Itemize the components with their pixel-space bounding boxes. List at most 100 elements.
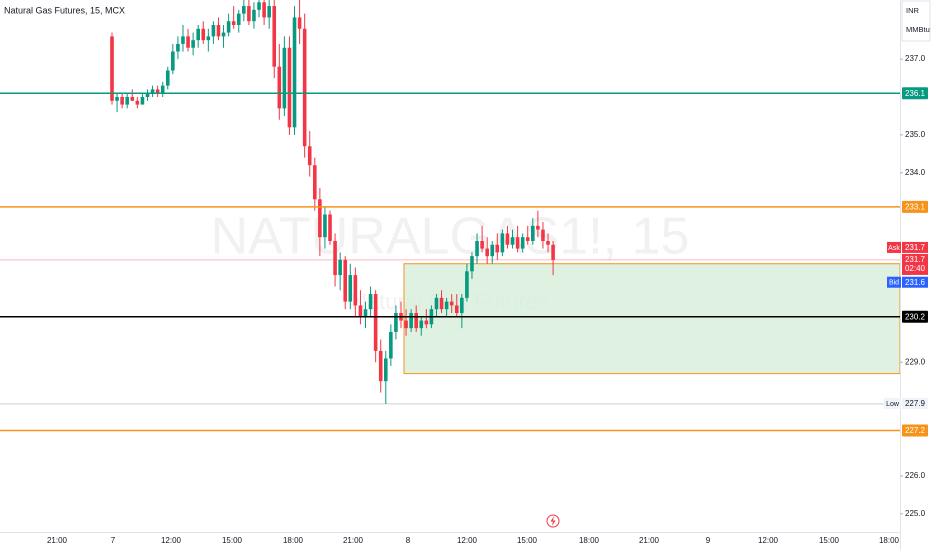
candle-body [318,199,322,238]
candle-body [297,17,302,29]
candle-body [465,271,469,298]
candle-body [181,36,185,44]
level-label-box [902,87,928,100]
candle-body [135,100,140,105]
candle-body [176,43,180,52]
y-tick-label: 229.0 [905,357,926,366]
candle-body [404,320,408,329]
candle-body [495,244,500,253]
candle-body [267,6,271,18]
candle-body [277,66,282,109]
countdown: 02:40 [905,264,926,273]
candle-body [160,85,165,94]
candle-body [231,21,236,26]
x-tick-label: 21:00 [639,536,660,545]
candle-body [211,25,216,37]
y-tick-label: 226.0 [905,471,926,480]
level-label: 233.1 [905,202,926,211]
candle-body [358,305,363,317]
zone [403,263,901,375]
candle-body [444,301,449,310]
x-tick-label: 12:00 [758,536,779,545]
watermark: NATURALGAS1!, 15 [211,208,690,266]
x-tick-label: 15:00 [819,536,840,545]
last-value: 231.7 [905,255,926,264]
candle-body [551,244,555,260]
level-label-box [902,424,928,437]
candle-body [394,312,398,332]
candle-body [500,233,505,253]
candle-body [206,36,211,41]
y-tick-label: 225.0 [905,509,926,518]
candle-body [257,2,261,10]
candle-body [323,214,327,238]
candle-body [505,233,510,245]
unit: MMBtu [906,25,930,34]
level-label: 236.1 [905,89,926,98]
level-label: 230.2 [905,312,926,321]
candle-body [343,259,348,302]
candle-body [115,97,119,101]
candle-body [242,6,246,14]
x-tick-label: 7 [111,536,116,545]
candle-body [145,93,150,98]
candle-body [363,309,368,317]
candle-body [536,225,540,230]
candle-body [292,17,297,128]
candle-body [383,358,388,382]
x-tick-label: 18:00 [579,536,600,545]
y-tick-label: 237.0 [905,54,926,63]
candle-body [389,331,393,359]
last-box [902,253,928,275]
bid-value: 231.6 [905,278,926,287]
candle-body [191,40,195,48]
x-tick-label: 12:00 [161,536,182,545]
candle-body [515,237,520,249]
candle-body [353,275,358,306]
candle-body [201,28,206,41]
candle-body [338,259,342,276]
low-tag-label: Low [886,401,900,408]
candle-body [236,13,241,26]
ask-value: 231.7 [905,243,926,252]
candle-body [282,47,287,109]
candle-body [348,275,353,302]
candle-body [120,97,124,105]
low-tag [884,397,901,409]
low-value: 227.9 [905,399,926,408]
candle-body [272,6,277,67]
candle-body [302,28,307,147]
candle-body [287,47,292,128]
candle-body [130,97,135,101]
unit-box [901,0,931,42]
bid-tag-label: Bid [889,280,899,287]
candle-body [470,256,474,272]
x-tick-label: 15:00 [222,536,243,545]
candle-body [378,350,383,382]
ask-tag [887,241,901,253]
candle-body [373,294,378,351]
low-box [902,397,928,409]
candle-body [424,320,429,325]
candle-body [150,89,155,94]
candle-body [262,2,266,18]
candle-body [247,6,251,22]
x-tick-label: 21:00 [47,536,68,545]
x-tick-label: 8 [406,536,411,545]
event-icon-bolt [550,516,556,526]
candle-body [186,36,190,48]
candle-body [434,297,439,310]
x-tick-label: 18:00 [879,536,900,545]
candle-body [252,9,256,22]
candle-body [125,97,130,105]
candle-body [110,36,114,101]
currency: INR [906,6,920,15]
candle-body [485,248,489,257]
candle-body [307,146,312,166]
candle-body [140,97,145,105]
candle-body [449,301,454,306]
level-label-box [902,310,928,323]
candle-body [546,240,550,245]
candle-body [333,240,337,276]
